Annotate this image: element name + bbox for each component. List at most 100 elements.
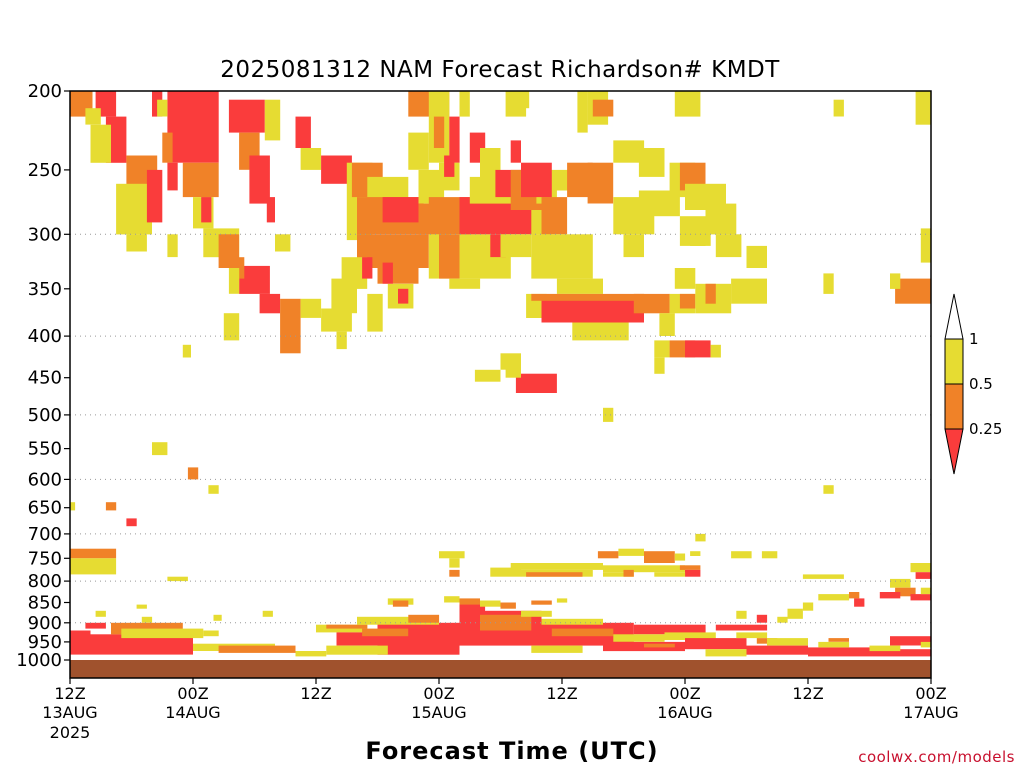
heatmap-cell	[262, 610, 273, 617]
heatmap-cell	[459, 598, 480, 607]
x-tick-label-time: 00Z	[915, 684, 946, 703]
heatmap-cell	[141, 616, 153, 623]
heatmap-cell	[890, 578, 911, 588]
heatmap-cell	[633, 293, 670, 314]
x-tick-label-date: 15AUG	[411, 703, 466, 722]
heatmap-cell	[685, 638, 747, 650]
heatmap-cell	[541, 197, 568, 235]
heatmap-cell	[910, 594, 931, 601]
heatmap-cell	[280, 298, 301, 354]
heatmap-cell	[787, 608, 803, 619]
heatmap-cell	[228, 99, 265, 133]
y-tick-label: 500	[28, 405, 62, 426]
heatmap-cell	[321, 308, 352, 332]
heatmap-cell	[510, 563, 603, 570]
heatmap-cell	[167, 91, 219, 163]
heatmap-cell	[654, 357, 665, 374]
heatmap-cell	[121, 628, 204, 639]
heatmap-cell	[167, 576, 188, 582]
x-axis-label: Forecast Time (UTC)	[365, 737, 658, 765]
heatmap-cell	[531, 234, 593, 279]
y-tick-label: 650	[28, 498, 62, 519]
heatmap-cell	[136, 604, 147, 609]
heatmap-cell	[500, 353, 521, 370]
heatmap-cell	[674, 91, 701, 117]
heatmap-cell	[439, 234, 460, 279]
heatmap-cell	[187, 467, 199, 480]
heatmap-cell	[623, 234, 644, 258]
x-tick-label-date: 17AUG	[903, 703, 958, 722]
heatmap-cell	[505, 365, 521, 378]
heatmap-cell	[890, 636, 931, 646]
heatmap-cell	[515, 373, 557, 393]
heatmap-cell	[556, 598, 568, 603]
y-tick-label: 450	[28, 368, 62, 389]
heatmap-cell	[674, 553, 686, 561]
heatmap-cell	[449, 116, 460, 163]
heatmap-cell	[603, 572, 634, 577]
heatmap-cell	[392, 600, 409, 607]
y-tick-label: 550	[28, 439, 62, 460]
heatmap-cell	[603, 565, 685, 573]
heatmap-cell	[459, 91, 470, 117]
heatmap-cell	[521, 91, 530, 109]
heatmap-cell	[618, 548, 644, 556]
heatmap-cell	[869, 645, 901, 652]
heatmap-cell	[300, 148, 322, 170]
heatmap-cell	[382, 262, 393, 284]
heatmap-cell	[521, 610, 552, 617]
heatmap-cell	[613, 634, 665, 642]
heatmap-cell	[736, 610, 747, 619]
heatmap-cell	[367, 293, 383, 332]
heatmap-cell	[920, 228, 932, 263]
heatmap-cell	[731, 551, 752, 559]
heatmap-cell	[500, 602, 516, 609]
heatmap-cell	[895, 278, 931, 304]
heatmap-cell	[85, 108, 101, 125]
heatmap-cell	[756, 614, 768, 623]
heatmap-cell	[695, 533, 706, 542]
heatmap-cell	[746, 245, 767, 268]
heatmap-cell	[95, 610, 106, 617]
heatmap-cell	[679, 565, 701, 570]
y-tick-label: 1000	[16, 650, 62, 671]
heatmap-cell	[223, 313, 240, 341]
heatmap-cell	[362, 257, 373, 279]
heatmap-cell	[152, 442, 168, 456]
heatmap-cell	[105, 116, 127, 163]
heatmap-cell	[746, 645, 808, 655]
heatmap-cell	[823, 485, 834, 494]
y-tick-label: 600	[28, 469, 62, 490]
heatmap-cell	[654, 340, 670, 358]
heatmap-cell	[208, 485, 219, 494]
heatmap-cell	[444, 596, 460, 603]
heatmap-cell	[895, 587, 916, 597]
heatmap-cell	[218, 234, 240, 268]
heatmap-cell	[869, 649, 931, 657]
heatmap-cell	[480, 600, 501, 607]
heatmap-cell	[510, 140, 521, 163]
heatmap-cell	[818, 594, 850, 601]
heatmap-cell	[444, 155, 455, 177]
heatmap-cell	[182, 344, 191, 358]
heatmap-cell	[116, 183, 152, 235]
x-tick-label-date: 14AUG	[165, 703, 220, 722]
colorbar-bin	[944, 338, 964, 385]
x-tick-label-time: 00Z	[669, 684, 700, 703]
heatmap-cell	[398, 288, 409, 304]
heatmap-cell	[623, 569, 634, 577]
heatmap-cell	[731, 278, 767, 304]
heatmap-cell	[146, 169, 163, 223]
heatmap-cell	[828, 638, 849, 642]
heatmap-cell	[259, 293, 281, 314]
x-tick-label-date: 13AUG	[42, 703, 97, 722]
heatmap-cell	[474, 369, 501, 382]
heatmap-cell	[767, 638, 808, 646]
heatmap-cell	[685, 569, 701, 577]
heatmap-cell	[705, 203, 737, 235]
heatmap-cell	[597, 551, 619, 559]
y-tick-label: 250	[28, 160, 62, 181]
colorbar-bin	[944, 383, 964, 430]
heatmap-cell	[664, 632, 716, 640]
